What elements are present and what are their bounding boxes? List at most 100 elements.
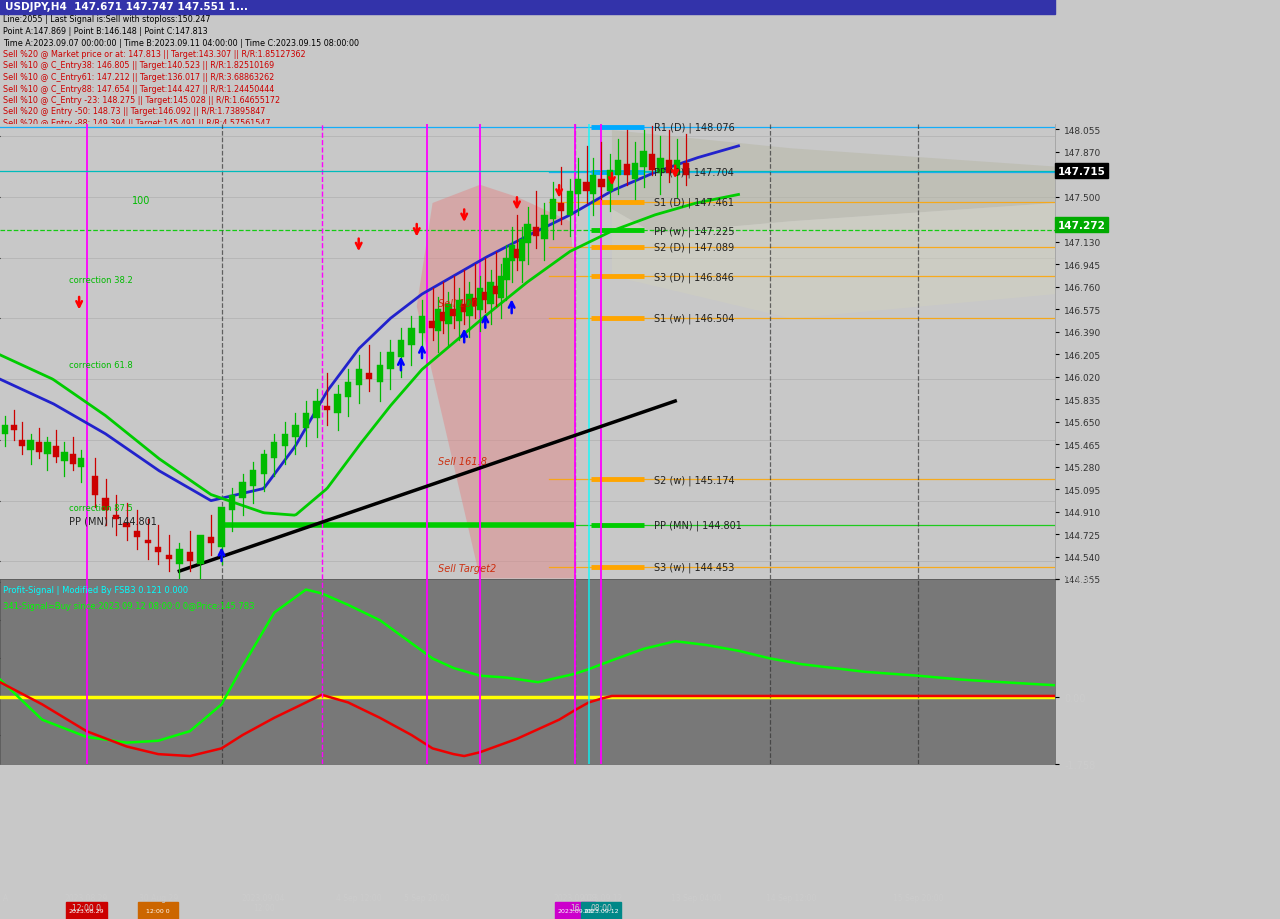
Bar bbox=[102, 499, 109, 511]
Text: 2023.09.08
16: 2023.09.08 16 bbox=[553, 892, 596, 913]
Bar bbox=[456, 301, 462, 322]
Bar bbox=[19, 440, 26, 447]
Bar bbox=[657, 159, 663, 174]
Bar bbox=[649, 155, 655, 171]
Bar bbox=[0, 0, 1055, 15]
Bar bbox=[239, 482, 246, 499]
Bar bbox=[61, 452, 68, 461]
Bar bbox=[461, 304, 467, 313]
Bar bbox=[408, 329, 415, 346]
Text: 2023.08.29
12:00 0: 2023.08.29 12:00 0 bbox=[65, 892, 108, 913]
Text: 30 Aug 29: 30 Aug 29 bbox=[138, 892, 178, 902]
Bar bbox=[493, 287, 499, 295]
Bar bbox=[567, 192, 573, 216]
Text: 14 Sep 12:00: 14 Sep 12:00 bbox=[765, 892, 817, 902]
Bar bbox=[177, 550, 183, 564]
Bar bbox=[483, 292, 489, 301]
Text: S3 (D) | 146.846: S3 (D) | 146.846 bbox=[654, 272, 733, 282]
Text: Time A:2023.09.07 00:00:00 | Time B:2023.09.11 04:00:00 | Time C:2023.09.15 08:0: Time A:2023.09.07 00:00:00 | Time B:2023… bbox=[3, 39, 360, 48]
Bar bbox=[145, 540, 151, 543]
Text: PP (MN) | 144.801: PP (MN) | 144.801 bbox=[654, 520, 742, 530]
Bar bbox=[616, 161, 621, 176]
Bar bbox=[488, 283, 494, 304]
Bar bbox=[165, 556, 172, 560]
Text: 2023.09.08: 2023.09.08 bbox=[557, 908, 593, 913]
Bar bbox=[549, 200, 556, 220]
Bar bbox=[219, 507, 225, 547]
Bar bbox=[541, 216, 548, 240]
Bar bbox=[466, 295, 472, 317]
Bar bbox=[67, 902, 106, 919]
Bar bbox=[503, 258, 509, 280]
Bar bbox=[632, 164, 639, 179]
Text: Sell %10 @ C_Entry61: 147.212 || Target:136.017 || R/R:3.68863262: Sell %10 @ C_Entry61: 147.212 || Target:… bbox=[3, 73, 274, 82]
Text: Sell %20 @ Market price or at: 147.813 || Target:143.307 || R/R:1.85127362: Sell %20 @ Market price or at: 147.813 |… bbox=[3, 50, 306, 59]
Bar bbox=[334, 394, 340, 414]
Bar bbox=[78, 459, 84, 467]
Polygon shape bbox=[612, 130, 1055, 234]
Bar bbox=[513, 250, 520, 258]
Text: 2023.08.29: 2023.08.29 bbox=[69, 908, 105, 913]
Bar bbox=[498, 277, 504, 299]
Text: 2023.09.04
12:00: 2023.09.04 12:00 bbox=[242, 892, 285, 913]
Text: correction 38.2: correction 38.2 bbox=[69, 276, 132, 285]
Bar bbox=[440, 313, 447, 322]
Text: 12:00 0: 12:00 0 bbox=[146, 908, 170, 913]
Bar bbox=[282, 435, 288, 447]
Text: 2023.09.12: 2023.09.12 bbox=[584, 908, 620, 913]
Text: correction 87.5: correction 87.5 bbox=[69, 504, 132, 513]
Text: 100: 100 bbox=[132, 196, 150, 206]
Bar bbox=[575, 179, 581, 195]
Bar bbox=[508, 246, 515, 262]
Bar bbox=[45, 443, 51, 455]
Bar bbox=[398, 341, 404, 357]
Text: correction 61.8: correction 61.8 bbox=[69, 360, 132, 369]
Text: Target100: 145.192 | Target 161: 145.028 | Target 423: 143.307: Target100: 145.192 | Target 161: 145.028… bbox=[3, 130, 257, 140]
Text: Sell Target2: Sell Target2 bbox=[438, 563, 497, 573]
Text: 4 Sep 12:00: 4 Sep 12:00 bbox=[335, 892, 381, 902]
Bar bbox=[292, 425, 298, 438]
Text: Sell %10 @ C_Entry88: 147.654 || Target:144.427 || R/R:1.24450444: Sell %10 @ C_Entry88: 147.654 || Target:… bbox=[3, 85, 274, 94]
Bar bbox=[134, 531, 141, 538]
Bar bbox=[532, 228, 539, 236]
Bar bbox=[376, 365, 383, 382]
Bar bbox=[590, 176, 596, 195]
Bar bbox=[138, 902, 178, 919]
Bar bbox=[3, 425, 9, 435]
Text: 15 Sep 20:00: 15 Sep 20:00 bbox=[892, 892, 943, 902]
Text: Sell %20 @ Entry -88: 149.394 || Target:145.491 || R/R:4.57561547: Sell %20 @ Entry -88: 149.394 || Target:… bbox=[3, 119, 270, 128]
Text: Line:2055 | Last Signal is:Sell with stoploss:150.247: Line:2055 | Last Signal is:Sell with sto… bbox=[3, 16, 211, 25]
Bar bbox=[435, 310, 442, 331]
Text: Sell %20 @ Entry -50: 148.73 || Target:146.092 || R/R:1.73895847: Sell %20 @ Entry -50: 148.73 || Target:1… bbox=[3, 108, 265, 117]
Bar bbox=[556, 902, 595, 919]
Text: 147.715: 147.715 bbox=[1057, 166, 1106, 176]
Text: PP (MN) | 144.801: PP (MN) | 144.801 bbox=[69, 516, 156, 527]
Bar bbox=[584, 183, 590, 192]
Bar bbox=[558, 204, 564, 212]
Bar bbox=[250, 471, 256, 486]
Bar bbox=[675, 161, 681, 176]
Bar bbox=[187, 552, 193, 562]
Bar bbox=[387, 353, 393, 370]
Text: 28 A: 28 A bbox=[0, 892, 9, 902]
Polygon shape bbox=[612, 204, 1055, 319]
Text: S2 (w) | 145.174: S2 (w) | 145.174 bbox=[654, 475, 735, 485]
Text: S1 (D) | 147.461: S1 (D) | 147.461 bbox=[654, 198, 735, 208]
Text: S2 (D) | 147.089: S2 (D) | 147.089 bbox=[654, 243, 735, 253]
Bar bbox=[525, 224, 531, 244]
Bar bbox=[271, 443, 278, 459]
Bar bbox=[640, 152, 646, 167]
Bar bbox=[69, 455, 76, 465]
Text: R1 (D) | 148.076: R1 (D) | 148.076 bbox=[654, 122, 735, 133]
Bar bbox=[346, 382, 351, 398]
Bar bbox=[197, 535, 204, 564]
Bar bbox=[520, 240, 525, 262]
Polygon shape bbox=[417, 186, 575, 579]
Text: Point A:147.869 | Point B:146.148 | Point C:147.813: Point A:147.869 | Point B:146.148 | Poin… bbox=[3, 27, 207, 36]
Text: 147.272: 147.272 bbox=[1057, 221, 1106, 231]
Bar bbox=[10, 425, 17, 431]
Text: Profit-Signal | Modified By FSB3 0.121 0.000: Profit-Signal | Modified By FSB3 0.121 0… bbox=[3, 584, 188, 594]
Text: Sell 161.8: Sell 161.8 bbox=[438, 457, 486, 467]
Bar bbox=[229, 495, 236, 511]
Text: Sell 100: Sell 100 bbox=[438, 299, 477, 309]
